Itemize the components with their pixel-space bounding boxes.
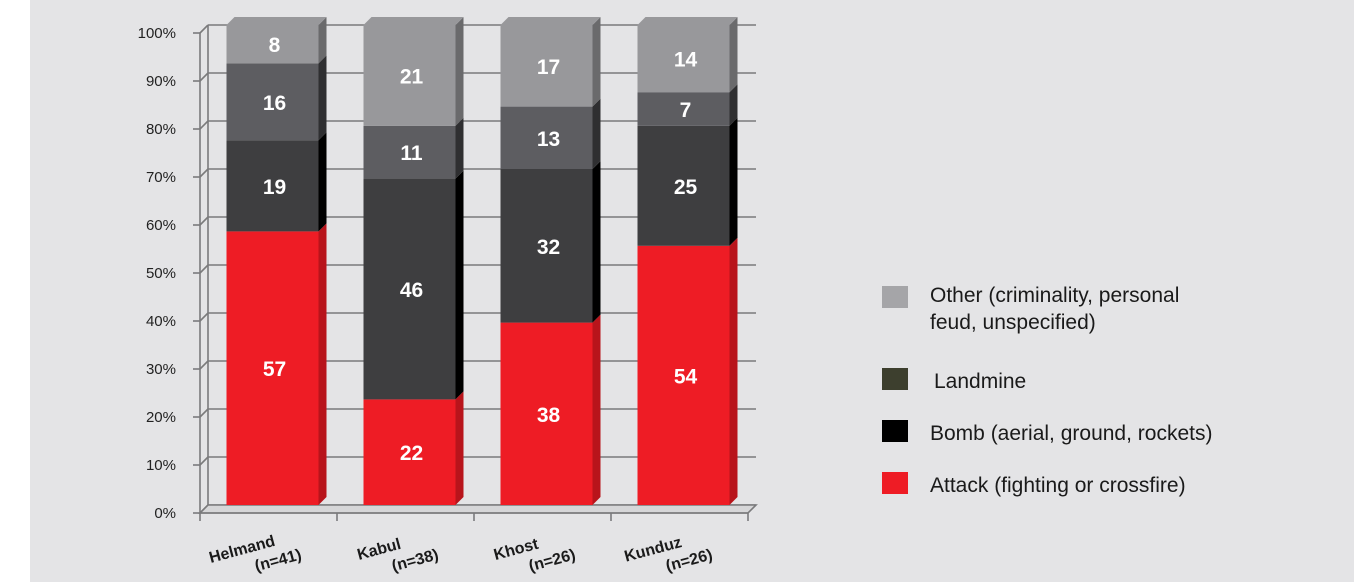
- bar-segment: [500, 322, 593, 505]
- legend-swatch-bomb: [882, 420, 908, 442]
- bar-segment: [500, 25, 593, 107]
- bar-segment: [637, 92, 730, 126]
- gridline-depth: [199, 216, 209, 226]
- gridline-depth: [199, 168, 209, 178]
- bar-side: [455, 391, 464, 505]
- gridline-depth: [199, 264, 209, 274]
- bar-value-label: 57: [263, 358, 286, 381]
- gridline-depth: [199, 408, 209, 418]
- bar-side: [592, 161, 601, 323]
- legend-swatch-attack: [882, 472, 908, 494]
- y-tick-label: 0%: [154, 505, 176, 522]
- bar-segment: [500, 169, 593, 323]
- legend-label-landmine: Landmine: [934, 370, 1027, 393]
- gridline-depth: [199, 72, 209, 82]
- y-tick-label: 90%: [146, 73, 176, 90]
- bar-segment: [637, 125, 730, 246]
- x-category-label: Helmand(n=41): [207, 533, 303, 575]
- bar-top: [500, 17, 601, 25]
- bar-side: [318, 55, 327, 141]
- bar-value-label: 32: [537, 236, 560, 259]
- bar-value-label: 22: [400, 442, 423, 465]
- bar-side: [592, 98, 601, 169]
- bar-value-label: 25: [674, 176, 698, 199]
- gridline-depth: [199, 120, 209, 130]
- y-tick-label: 60%: [146, 217, 176, 234]
- x-category-label: Khost(n=26): [492, 536, 577, 576]
- bar-segment: [363, 125, 456, 179]
- bar-value-label: 46: [400, 279, 423, 302]
- gridline-depth: [199, 312, 209, 322]
- bar-side: [729, 17, 738, 93]
- bar-side: [318, 223, 327, 505]
- legend-label-bomb: Bomb (aerial, ground, rockets): [930, 422, 1213, 445]
- bar-segment: [363, 25, 456, 126]
- gridline-depth: [199, 360, 209, 370]
- gridline-depth: [199, 456, 209, 466]
- bar-segment: [226, 140, 319, 232]
- bar-top: [637, 17, 738, 25]
- y-tick-label: 10%: [146, 457, 176, 474]
- bar-side: [592, 314, 601, 505]
- bar-value-label: 13: [537, 128, 560, 151]
- bar-value-label: 38: [537, 404, 561, 427]
- legend-swatch-landmine: [882, 368, 908, 390]
- bar-value-label: 7: [680, 99, 692, 122]
- gridline-depth: [199, 24, 209, 34]
- bar-side: [318, 17, 327, 64]
- legend-label-other-line-1: Other (criminality, personal: [930, 284, 1180, 307]
- bar-segment: [637, 245, 730, 506]
- bar-side: [729, 237, 738, 506]
- legend-label-other-line-2: feud, unspecified): [930, 311, 1096, 334]
- bar-value-label: 17: [537, 56, 560, 79]
- bar-value-label: 11: [400, 142, 423, 165]
- legend-label-attack: Attack (fighting or crossfire): [930, 474, 1186, 497]
- y-tick-label: 50%: [146, 265, 176, 282]
- bar-side: [592, 17, 601, 107]
- y-tick-label: 70%: [146, 169, 176, 186]
- x-category-label: Kabul(n=38): [355, 536, 440, 575]
- bar-value-label: 16: [263, 92, 286, 115]
- bar-segment: [637, 25, 730, 93]
- y-tick-label: 80%: [146, 121, 176, 138]
- bar-value-label: 21: [400, 65, 424, 88]
- y-tick-label: 40%: [146, 313, 176, 330]
- bar-value-label: 54: [674, 365, 698, 388]
- bar-top: [363, 17, 464, 25]
- bar-value-label: 14: [674, 49, 698, 72]
- plot-floor: [198, 504, 758, 514]
- x-category-label: Kunduz(n=26): [623, 534, 715, 575]
- bar-side: [729, 84, 738, 126]
- y-tick-label: 30%: [146, 361, 176, 378]
- y-tick-label: 100%: [138, 25, 176, 42]
- bar-segment: [226, 63, 319, 141]
- bar-segment: [226, 231, 319, 505]
- bar-value-label: 19: [263, 176, 286, 199]
- bar-segment: [500, 106, 593, 169]
- legend-swatch-other: [882, 286, 908, 308]
- bar-value-label: 8: [269, 34, 281, 57]
- y-tick-label: 20%: [146, 409, 176, 426]
- legend-label-other: Other (criminality, personal feud, unspe…: [930, 282, 1310, 336]
- bar-segment: [363, 178, 456, 400]
- bar-side: [455, 117, 464, 179]
- bar-side: [455, 17, 464, 126]
- bar-side: [455, 170, 464, 400]
- bar-side: [318, 132, 327, 232]
- bar-segment: [226, 25, 319, 64]
- bar-top: [226, 17, 327, 25]
- bar-side: [729, 117, 738, 246]
- bar-segment: [363, 399, 456, 505]
